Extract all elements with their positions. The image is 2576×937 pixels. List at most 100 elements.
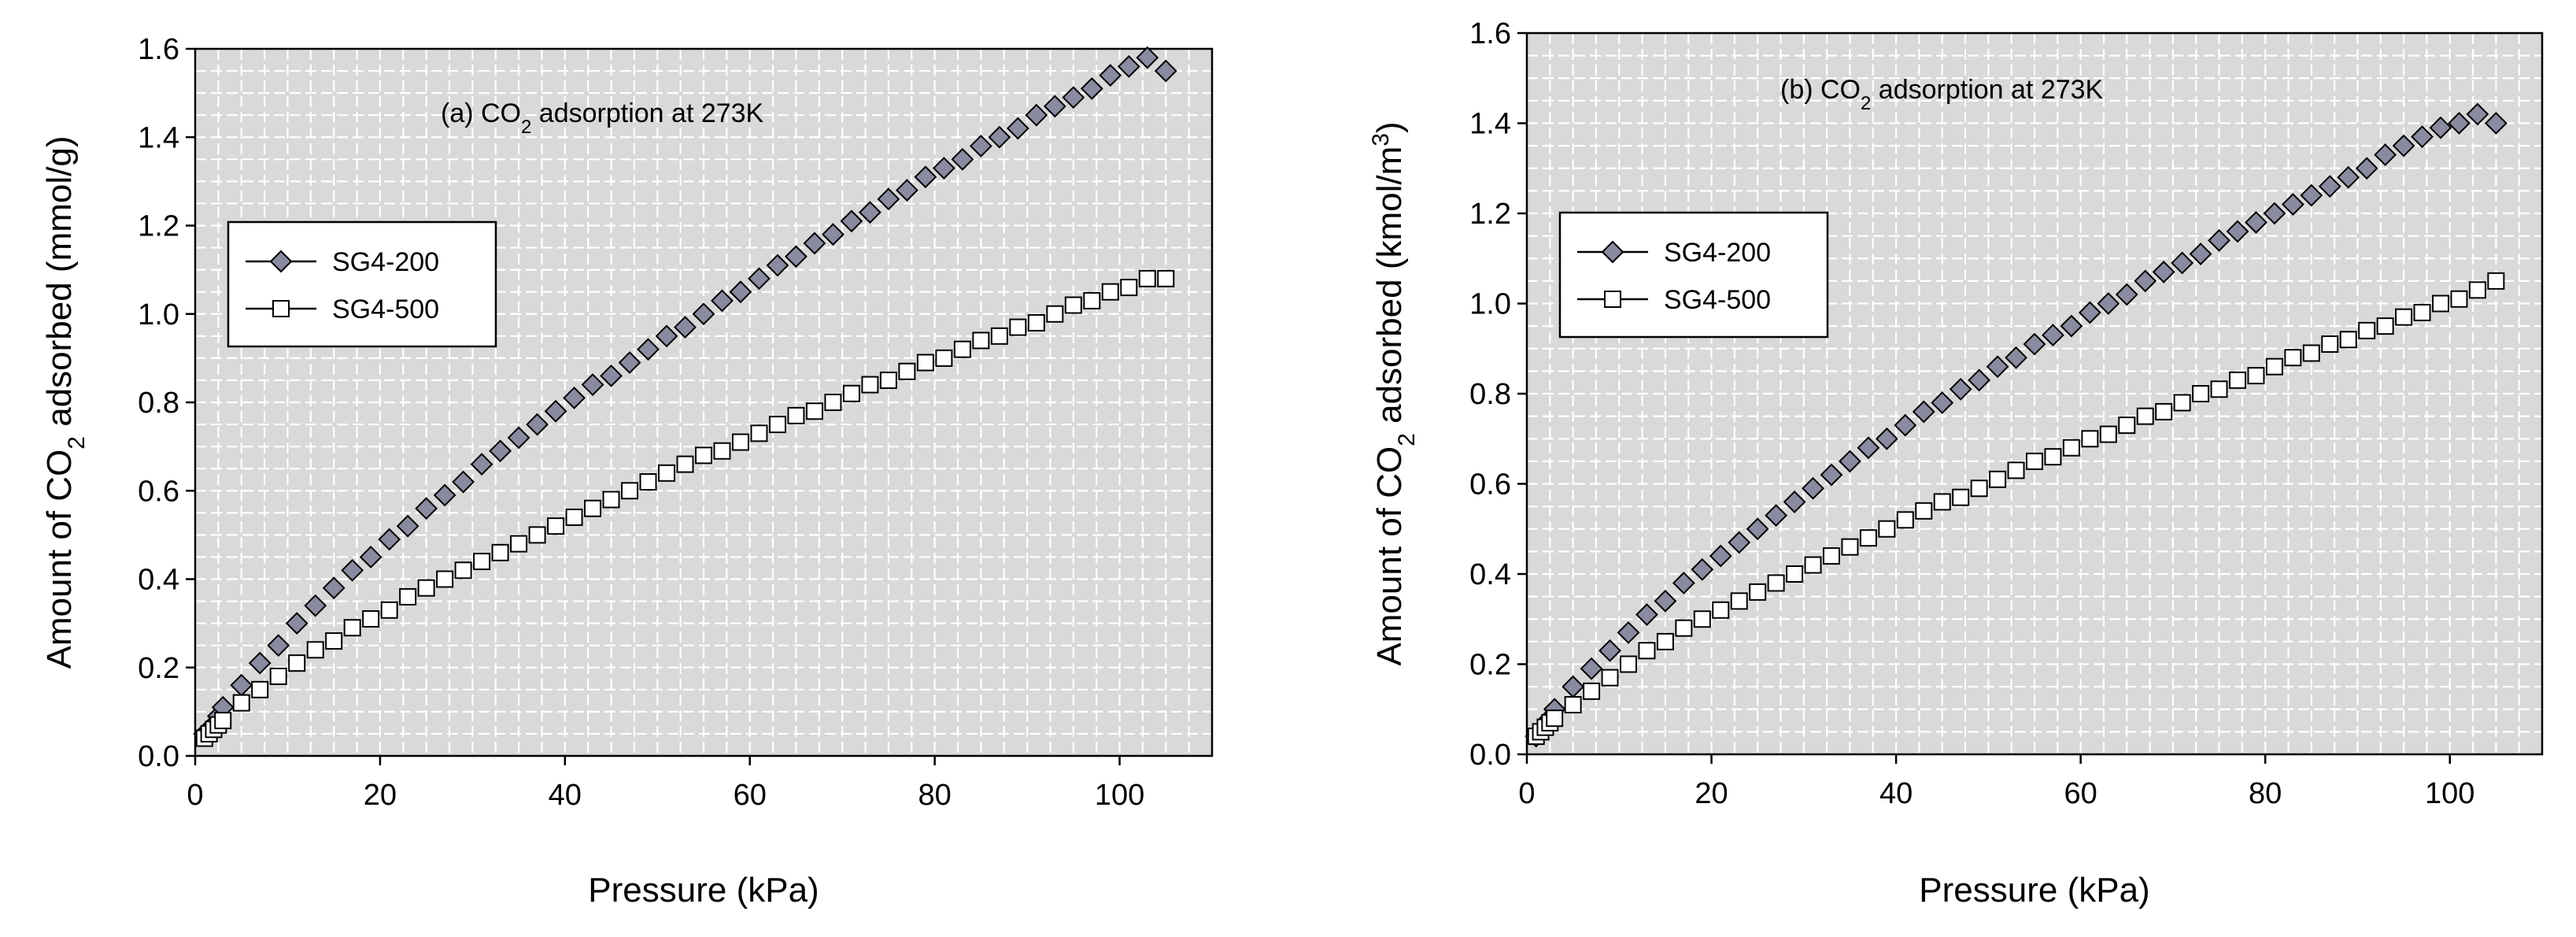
x-tick-label: 20 [1695, 777, 1728, 810]
y-axis-label: Amount of CO2 adsorbed (kmol/m3) [1368, 121, 1420, 665]
data-point [1802, 476, 1824, 500]
y-tick-label: 1.6 [1469, 17, 1511, 50]
legend-box [227, 220, 497, 348]
data-point [267, 634, 290, 657]
chart-title-part: (b) CO [1780, 75, 1861, 105]
data-point [526, 413, 549, 436]
chart-title-subscript: 2 [1861, 93, 1871, 114]
data-point [2026, 452, 2043, 470]
data-point [417, 579, 435, 597]
data-point [768, 416, 786, 434]
chart-title-part: adsorption at 273K [531, 98, 763, 128]
data-point [1136, 46, 1159, 69]
data-point [1859, 529, 1877, 547]
y-tick-label: 0.2 [1469, 649, 1511, 682]
data-point [2155, 402, 2173, 420]
x-tick-label: 40 [1879, 777, 1913, 810]
data-point [1767, 574, 1785, 592]
data-point [731, 433, 749, 451]
data-point [842, 384, 860, 402]
data-point [1617, 621, 1640, 644]
y-axis-label-part: Amount of CO [40, 450, 79, 669]
y-axis-label-part: adsorbed (mmol/g) [40, 136, 79, 436]
series-SG4-500 [195, 269, 1175, 747]
y-tick-label: 0.0 [1469, 739, 1511, 772]
data-point [563, 386, 586, 409]
y-tick-label: 1.4 [1469, 108, 1511, 141]
legend-marker [1604, 291, 1621, 308]
legend-marker [1601, 240, 1624, 264]
data-point [1968, 369, 1991, 392]
x-tick-label: 0 [1518, 777, 1535, 810]
data-point [1728, 531, 1751, 554]
y-tick-label: 0.8 [1469, 378, 1511, 411]
data-point [491, 543, 509, 561]
data-point [639, 473, 657, 491]
data-point [1598, 639, 1621, 662]
data-point [1062, 86, 1085, 109]
data-point [750, 424, 768, 443]
data-point [2392, 134, 2415, 157]
x-tick-label: 0 [187, 779, 203, 812]
data-point [2318, 175, 2341, 198]
chart-title: (a) CO2 adsorption at 273K [441, 98, 764, 138]
data-point [621, 482, 639, 500]
data-point [1654, 589, 1677, 613]
data-point [2355, 157, 2378, 180]
data-point [2395, 308, 2413, 326]
data-point [637, 338, 660, 361]
data-point [1099, 64, 1122, 87]
data-point [692, 302, 715, 326]
y-axis-label-superscript: 3 [1368, 133, 1394, 146]
data-point [565, 508, 583, 526]
data-point [396, 514, 419, 538]
data-point [824, 394, 842, 411]
data-point [1672, 572, 1695, 594]
data-point [1043, 94, 1066, 118]
data-point [951, 147, 974, 171]
y-tick-label: 0.0 [138, 740, 179, 773]
y-tick-label: 1.2 [1469, 198, 1511, 231]
data-point [1101, 283, 1119, 301]
y-tick-label: 1.4 [138, 121, 179, 154]
x-tick-label: 60 [734, 779, 767, 812]
y-axis-label-subscript: 2 [1394, 433, 1420, 446]
data-point [1841, 538, 1859, 556]
data-point [341, 558, 364, 582]
data-point [473, 553, 491, 571]
data-point [2192, 385, 2210, 402]
y-tick-label: 1.0 [1469, 288, 1511, 321]
data-point [1857, 436, 1880, 460]
data-point [1989, 470, 2007, 488]
data-point [269, 667, 287, 685]
data-point [655, 324, 678, 348]
data-point [2432, 294, 2449, 313]
data-point [507, 426, 530, 450]
data-point [2060, 314, 2083, 338]
data-point [2468, 281, 2486, 299]
data-point [2136, 407, 2154, 425]
data-point [953, 340, 971, 358]
data-point [1912, 400, 1935, 424]
data-point [803, 231, 826, 255]
data-point [1675, 619, 1693, 637]
data-point [840, 209, 863, 233]
data-point [1006, 117, 1029, 140]
data-point [1875, 427, 1898, 450]
data-point [916, 354, 934, 372]
data-point [581, 373, 604, 396]
data-point [1986, 355, 2009, 379]
chart-title-subscript: 2 [521, 117, 531, 138]
data-point [1952, 488, 1970, 506]
data-point [969, 135, 992, 157]
data-point [2413, 303, 2431, 321]
data-point [2302, 344, 2320, 362]
series-SG4-200 [193, 46, 1177, 746]
data-point [676, 455, 694, 473]
data-point [544, 399, 567, 423]
data-point [399, 587, 417, 606]
data-point [2097, 292, 2120, 315]
data-point [285, 612, 309, 635]
chart-title: (b) CO2 adsorption at 273K [1780, 75, 2104, 114]
data-point [415, 497, 438, 520]
